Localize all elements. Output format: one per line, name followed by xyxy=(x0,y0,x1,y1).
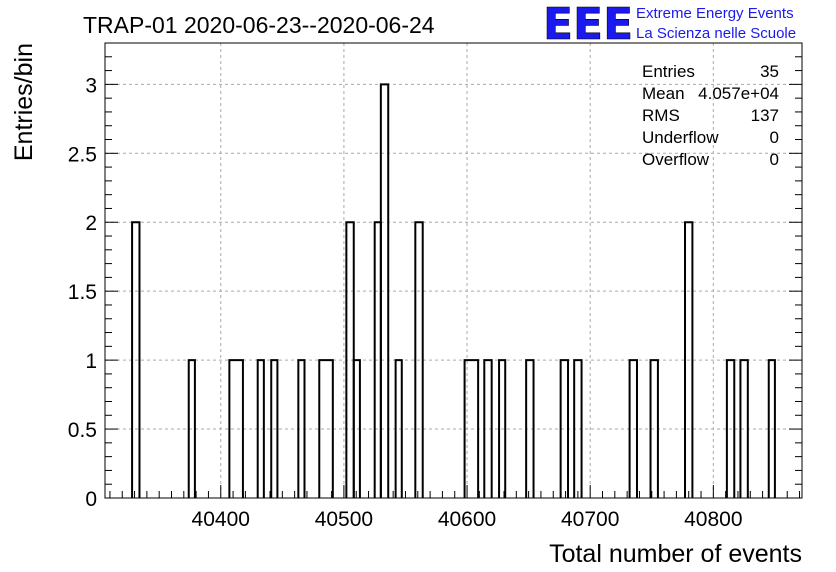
histogram-bin xyxy=(228,359,244,498)
histogram-bin xyxy=(463,359,480,498)
histogram-bin xyxy=(256,359,265,498)
stats-label-mean: Mean xyxy=(642,84,685,103)
x-tick-label: 40600 xyxy=(438,508,496,531)
eee-logo-mark: EEE xyxy=(543,0,633,50)
stats-label-rms: RMS xyxy=(642,106,680,125)
y-tick-label: 1 xyxy=(85,350,97,373)
histogram-bin xyxy=(352,359,361,498)
histogram-bin xyxy=(131,221,141,498)
histogram-bin xyxy=(725,359,736,498)
histogram-bin xyxy=(573,359,583,498)
eee-logo: EEE Extreme Energy Events La Scienza nel… xyxy=(543,0,796,50)
y-tick-label: 3 xyxy=(85,74,97,97)
chart-title: TRAP-01 2020-06-23--2020-06-24 xyxy=(83,12,435,38)
histogram-bin xyxy=(559,359,570,498)
histogram-bin xyxy=(525,359,535,498)
grid-lines xyxy=(105,43,802,498)
histogram-bin xyxy=(318,359,334,498)
histogram-bin xyxy=(483,359,493,498)
y-axis: 0 0.5 1 1.5 2 2.5 3 xyxy=(68,42,802,511)
y-tick-label: 2 xyxy=(85,212,97,235)
x-tick-label: 40500 xyxy=(315,508,373,531)
logo-line-2: La Scienza nelle Scuole xyxy=(636,25,796,42)
stats-value-entries: 35 xyxy=(760,62,779,81)
stats-label-entries: Entries xyxy=(642,62,695,81)
plot-frame xyxy=(104,42,803,499)
histogram-bin xyxy=(414,221,424,498)
logo-line-1: Extreme Energy Events xyxy=(636,5,794,22)
histogram-bin xyxy=(649,359,659,498)
stats-label-underflow: Underflow xyxy=(642,128,719,147)
histogram-bin xyxy=(684,221,694,498)
histogram-bin xyxy=(498,359,507,498)
histogram-bin xyxy=(187,359,196,498)
y-axis-label: Entries/bin xyxy=(10,43,38,161)
stats-value-mean: 4.057e+04 xyxy=(698,84,779,103)
histogram-bin xyxy=(270,359,279,498)
stats-label-overflow: Overflow xyxy=(642,150,710,169)
x-tick-label: 40800 xyxy=(684,508,742,531)
y-tick-label: 2.5 xyxy=(68,143,97,166)
x-tick-label: 40400 xyxy=(192,508,250,531)
x-axis: 40400 40500 40600 40700 40800 xyxy=(109,485,801,531)
y-tick-label: 0.5 xyxy=(68,419,97,442)
stats-value-overflow: 0 xyxy=(770,150,779,169)
histogram-bin xyxy=(297,359,306,498)
histogram-bin xyxy=(767,359,776,498)
histogram-bin xyxy=(379,83,390,498)
histogram-bars xyxy=(131,83,776,498)
x-axis-label: Total number of events xyxy=(549,540,802,568)
histogram-bin xyxy=(394,359,403,498)
stats-box: Entries 35 Mean 4.057e+04 RMS 137 Underf… xyxy=(642,62,779,169)
histogram-bin xyxy=(739,359,749,498)
x-tick-label: 40700 xyxy=(561,508,619,531)
y-tick-label: 1.5 xyxy=(68,281,97,304)
stats-value-underflow: 0 xyxy=(770,128,779,147)
histogram-bin xyxy=(628,359,638,498)
stats-value-rms: 137 xyxy=(751,106,779,125)
y-tick-label: 0 xyxy=(85,488,97,511)
